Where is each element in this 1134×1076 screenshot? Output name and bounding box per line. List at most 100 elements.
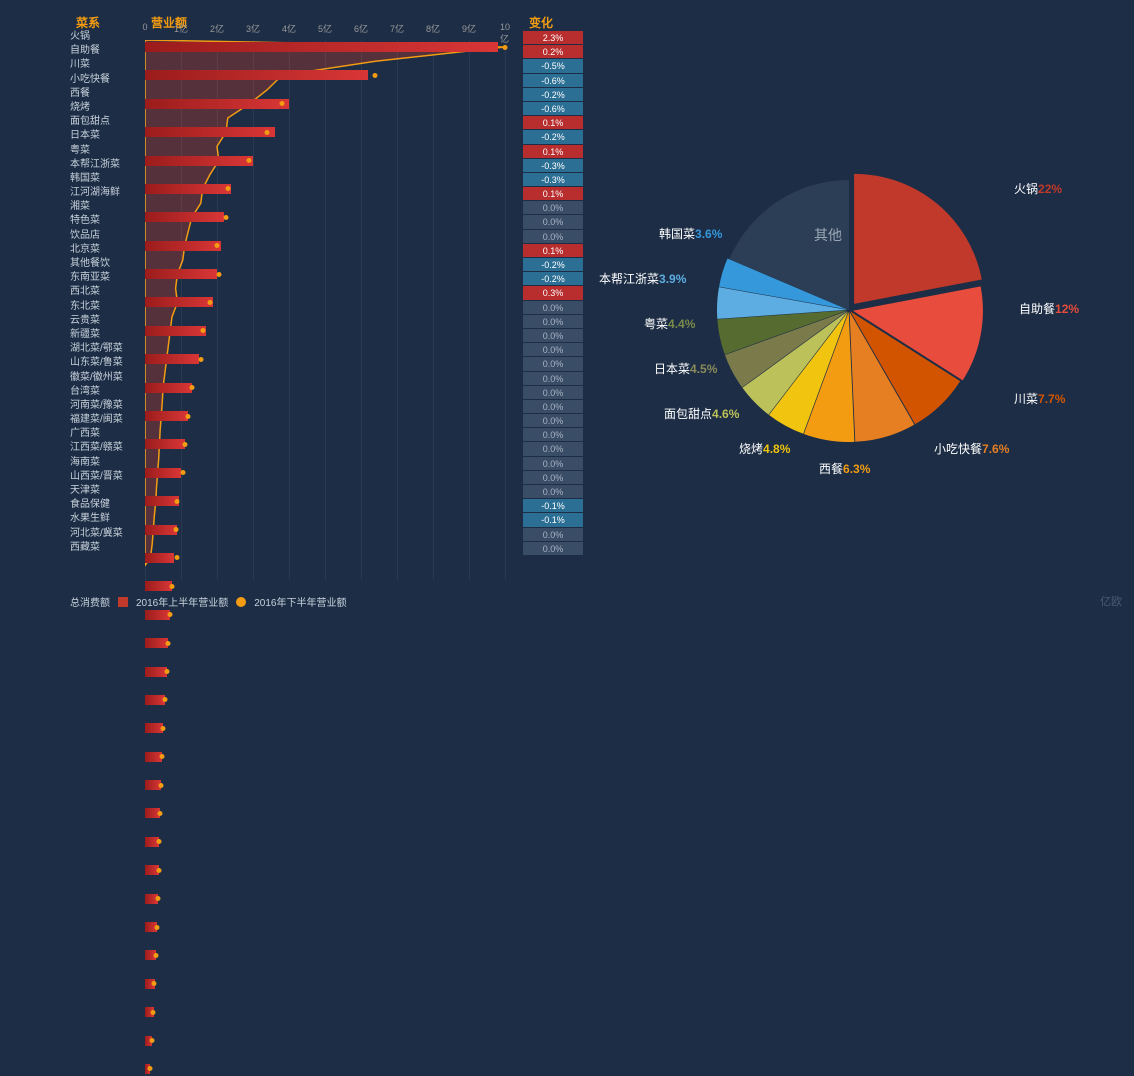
- pie-label: 西餐6.3%: [819, 460, 870, 477]
- bar-row: [145, 1034, 505, 1048]
- category-item: 广西菜: [70, 427, 140, 441]
- category-item: 西藏菜: [70, 541, 140, 555]
- category-item: 河北菜/冀菜: [70, 527, 140, 541]
- x-tick: 9亿: [462, 22, 476, 35]
- category-item: 徽菜/徽州菜: [70, 371, 140, 385]
- x-axis: 01亿2亿3亿4亿5亿6亿7亿8亿9亿10亿: [145, 22, 505, 37]
- watermark: 亿欧: [1100, 593, 1122, 609]
- change-badge: 0.2%: [523, 44, 583, 58]
- change-badge: 0.0%: [523, 527, 583, 541]
- x-tick: 6亿: [354, 22, 368, 35]
- bar-row: [145, 97, 505, 111]
- bar-fill: [145, 127, 275, 137]
- change-badge: -0.2%: [523, 271, 583, 285]
- change-badge: 0.0%: [523, 484, 583, 498]
- bar-fill: [145, 297, 213, 307]
- category-item: 自助餐: [70, 44, 140, 58]
- category-item: 福建菜/闽菜: [70, 413, 140, 427]
- category-item: 特色菜: [70, 214, 140, 228]
- category-item: 湘菜: [70, 200, 140, 214]
- x-tick: 1亿: [174, 22, 188, 35]
- change-badge: 0.3%: [523, 285, 583, 299]
- line-marker: [156, 868, 161, 873]
- line-marker: [173, 527, 178, 532]
- bar-row: [145, 693, 505, 707]
- pie-label: 面包甜点4.6%: [664, 405, 739, 422]
- gridline: [505, 40, 506, 580]
- bar-row: [145, 948, 505, 962]
- change-badge: 0.0%: [523, 200, 583, 214]
- change-badge: -0.5%: [523, 58, 583, 72]
- change-badge: -0.1%: [523, 512, 583, 526]
- pie-label: 烧烤4.8%: [739, 440, 790, 457]
- category-item: 本帮江浙菜: [70, 158, 140, 172]
- bar-row: [145, 892, 505, 906]
- bar-fill: [145, 411, 188, 421]
- change-badge: 2.3%: [523, 30, 583, 44]
- bar-row: [145, 977, 505, 991]
- legend-total-label: 总消费额: [70, 594, 110, 609]
- bar-row: [145, 295, 505, 309]
- category-item: 西北菜: [70, 285, 140, 299]
- change-badge: 0.1%: [523, 115, 583, 129]
- bar-row: [145, 1005, 505, 1019]
- line-marker: [265, 130, 270, 135]
- change-badge: 0.1%: [523, 186, 583, 200]
- category-item: 新疆菜: [70, 328, 140, 342]
- bar-fill: [145, 212, 224, 222]
- category-item: 火锅: [70, 30, 140, 44]
- line-marker: [159, 783, 164, 788]
- bar-row: [145, 68, 505, 82]
- x-tick: 3亿: [246, 22, 260, 35]
- category-item: 饮品店: [70, 229, 140, 243]
- line-marker: [503, 45, 508, 50]
- pie-label: 粤菜4.4%: [644, 315, 695, 332]
- change-badge: -0.2%: [523, 257, 583, 271]
- category-list: 火锅自助餐川菜小吃快餐西餐烧烤面包甜点日本菜粤菜本帮江浙菜韩国菜江河湖海鲜湘菜特…: [70, 30, 140, 555]
- line-marker: [170, 584, 175, 589]
- change-badge: -0.2%: [523, 129, 583, 143]
- change-badge: 0.0%: [523, 441, 583, 455]
- line-marker: [148, 1066, 153, 1071]
- line-marker: [154, 925, 159, 930]
- category-item: 江西菜/赣菜: [70, 441, 140, 455]
- change-badge: 0.1%: [523, 144, 583, 158]
- line-marker: [279, 101, 284, 106]
- change-badge: -0.2%: [523, 87, 583, 101]
- legend-label-2: 2016年下半年营业额: [254, 594, 346, 609]
- bar-row: [145, 806, 505, 820]
- line-marker: [161, 726, 166, 731]
- bar-row: [145, 665, 505, 679]
- bar-fill: [145, 70, 368, 80]
- pie-label: 本帮江浙菜3.9%: [599, 270, 686, 287]
- category-item: 山东菜/鲁菜: [70, 356, 140, 370]
- x-tick: 5亿: [318, 22, 332, 35]
- bar-row: [145, 210, 505, 224]
- line-marker: [180, 470, 185, 475]
- category-item: 山西菜/晋菜: [70, 470, 140, 484]
- bar-row: [145, 182, 505, 196]
- bar-row: [145, 409, 505, 423]
- line-marker: [216, 272, 221, 277]
- bar-fill: [145, 354, 199, 364]
- category-item: 粤菜: [70, 144, 140, 158]
- bar-fill: [145, 553, 174, 563]
- pie-chart: 火锅22%自助餐12%川菜7.7%小吃快餐7.6%西餐6.3%烧烤4.8%面包甜…: [604, 110, 1094, 510]
- category-item: 其他餐饮: [70, 257, 140, 271]
- bar-chart: 01亿2亿3亿4亿5亿6亿7亿8亿9亿10亿: [145, 40, 505, 580]
- category-item: 水果生鲜: [70, 512, 140, 526]
- line-marker: [200, 328, 205, 333]
- line-marker: [168, 612, 173, 617]
- change-list: 2.3%0.2%-0.5%-0.6%-0.2%-0.6%0.1%-0.2%0.1…: [523, 30, 583, 555]
- line-marker: [373, 73, 378, 78]
- chart-legend: 总消费额 2016年上半年营业额 2016年下半年营业额: [70, 594, 347, 609]
- change-badge: 0.0%: [523, 413, 583, 427]
- line-marker: [215, 243, 220, 248]
- pie-label: 川菜7.7%: [1014, 390, 1065, 407]
- category-item: 日本菜: [70, 129, 140, 143]
- change-badge: 0.0%: [523, 399, 583, 413]
- change-badge: 0.0%: [523, 470, 583, 484]
- bar-fill: [145, 468, 181, 478]
- bar-row: [145, 636, 505, 650]
- category-item: 川菜: [70, 58, 140, 72]
